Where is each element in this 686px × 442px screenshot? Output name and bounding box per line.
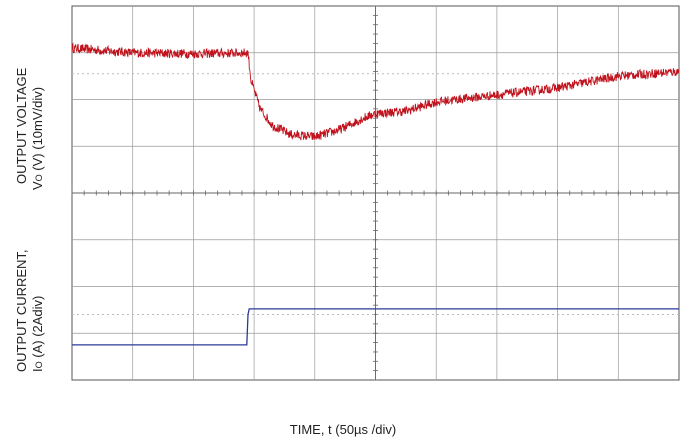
y-label-current-units: (A) (2Adiv) (30, 295, 45, 362)
y-label-voltage-units: (V) (10mV/div) (30, 86, 45, 175)
series-output-current (72, 308, 679, 346)
y-label-voltage-subscript: O (34, 174, 44, 182)
y-label-current-symbol: I (30, 368, 45, 372)
y-label-current-line2: IO (A) (2Adiv) (30, 296, 45, 372)
y-label-voltage-symbol: V (30, 181, 45, 190)
y-label-voltage-line1: OUTPUT VOLTAGE (14, 67, 29, 184)
x-axis-label: TIME, t (50µs /div) (289, 422, 397, 437)
y-label-current-subscript: O (34, 361, 44, 369)
y-label-current-line1: OUTPUT CURRENT, (14, 249, 29, 372)
y-label-voltage-line2: VO (V) (10mV/div) (30, 87, 45, 190)
series-output-voltage (71, 42, 680, 141)
